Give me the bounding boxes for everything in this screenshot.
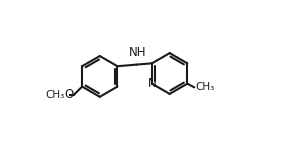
Text: NH: NH bbox=[129, 46, 147, 59]
Text: CH₃: CH₃ bbox=[195, 82, 214, 92]
Text: CH₃: CH₃ bbox=[46, 90, 65, 100]
Text: N: N bbox=[148, 77, 156, 90]
Text: O: O bbox=[64, 88, 74, 101]
